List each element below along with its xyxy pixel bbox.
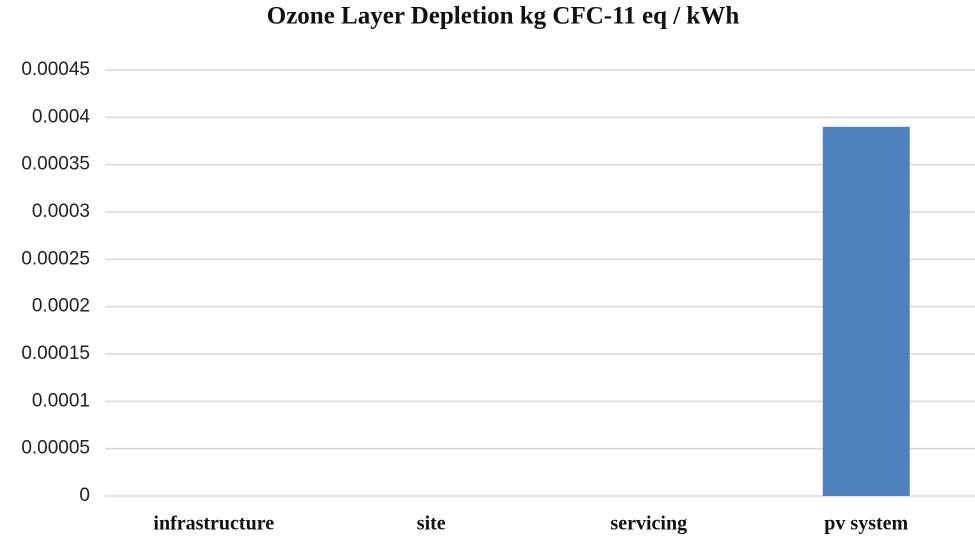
y-tick-label: 0.0004 — [32, 106, 91, 127]
y-tick-label: 0.0003 — [32, 201, 90, 222]
x-tick-label: site — [417, 513, 446, 535]
bar — [822, 126, 910, 497]
y-tick-label: 0 — [79, 485, 90, 506]
y-tick-label: 0.0002 — [32, 296, 90, 317]
chart-title: Ozone Layer Depletion kg CFC-11 eq / kWh — [267, 3, 740, 30]
y-tick-label: 0.0001 — [32, 390, 90, 411]
y-tick-label: 0.00005 — [21, 438, 90, 459]
y-tick-label: 0.00025 — [21, 248, 90, 269]
x-tick-label: infrastructure — [153, 513, 274, 535]
y-tick-label: 0.00045 — [21, 59, 90, 80]
y-tick-label: 0.00015 — [21, 343, 90, 364]
x-tick-label: pv system — [824, 513, 908, 535]
x-tick-label: servicing — [610, 513, 687, 535]
y-tick-label: 0.00035 — [21, 154, 90, 175]
